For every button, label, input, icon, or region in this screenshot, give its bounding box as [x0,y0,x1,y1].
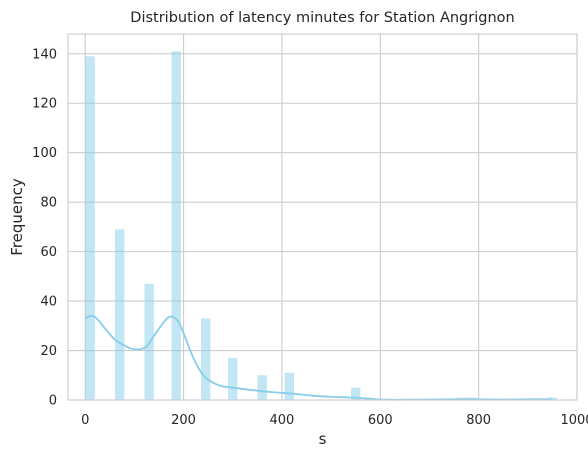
y-tick-label: 140 [32,47,57,62]
x-tick-label: 200 [171,413,196,428]
plot-frame [67,33,578,401]
x-tick-label: 600 [368,413,393,428]
x-tick-label: 0 [81,413,89,428]
y-tick-label: 20 [40,344,57,359]
chart-title: Distribution of latency minutes for Stat… [130,10,514,26]
histogram-bar [257,375,267,400]
x-tick-label: 800 [466,413,491,428]
grid-lines [68,34,578,401]
y-tick-label: 120 [32,97,57,112]
y-tick-label: 100 [32,146,57,161]
y-tick-label: 60 [40,245,57,260]
y-axis-label: Frequency [8,178,26,256]
histogram-bar [85,56,95,401]
y-tick-labels: 0 20 40 60 80 100 120 140 [32,47,57,408]
y-tick-label: 0 [49,394,57,409]
histogram-bar [284,372,294,400]
histogram-bar [351,387,361,400]
x-axis-label: s [319,430,327,448]
y-tick-label: 80 [40,196,57,211]
x-tick-label: 400 [270,413,295,428]
histogram-bar [201,318,211,400]
histogram-bar [228,357,238,400]
histogram-bar [171,51,181,400]
histogram-bar [114,229,125,400]
kde-curve [84,314,553,401]
y-tick-label: 40 [40,295,57,310]
